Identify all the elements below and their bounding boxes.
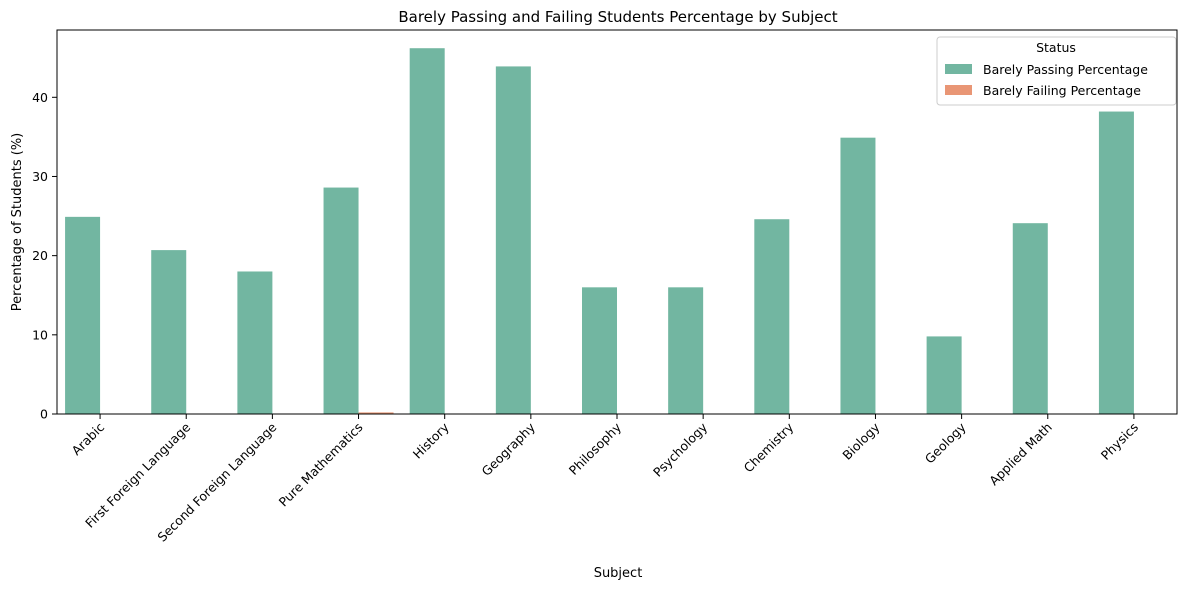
- legend-swatch-failing: [945, 85, 972, 95]
- y-tick-label-1: 10: [32, 327, 48, 342]
- legend-entry-failing: Barely Failing Percentage: [983, 83, 1141, 98]
- bar-passing-10: [926, 336, 962, 414]
- x-tick-label-3: Pure Mathematics: [276, 420, 366, 510]
- y-axis-label: Percentage of Students (%): [10, 133, 25, 312]
- bar-passing-11: [1012, 223, 1048, 414]
- legend-frame: [936, 36, 1177, 106]
- x-tick-label-8: Chemistry: [741, 419, 797, 475]
- y-tick-label-0: 0: [40, 407, 48, 422]
- x-tick-label-12: Physics: [1098, 420, 1141, 463]
- x-tick-label-11: Applied Math: [986, 420, 1055, 489]
- y-tick-label-3: 30: [32, 169, 48, 184]
- bar-passing-0: [65, 216, 101, 414]
- x-tick-label-5: Geography: [479, 419, 539, 479]
- legend-swatch-passing: [945, 64, 972, 74]
- bar-passing-2: [237, 271, 273, 414]
- bar-failing-3: [358, 412, 394, 414]
- chart-title: Barely Passing and Failing Students Perc…: [398, 8, 837, 26]
- legend-entry-passing: Barely Passing Percentage: [983, 62, 1148, 77]
- bar-passing-4: [409, 48, 445, 415]
- y-axis: 0 10 20 30 40: [32, 90, 57, 422]
- legend-title: Status: [1036, 40, 1076, 55]
- bar-passing-5: [495, 66, 531, 414]
- x-tick-label-0: Arabic: [69, 419, 108, 458]
- x-tick-label-9: Biology: [839, 419, 883, 463]
- bar-passing-7: [668, 287, 704, 414]
- x-axis-label: Subject: [594, 566, 643, 581]
- legend: Status Barely Passing Percentage Barely …: [936, 36, 1177, 106]
- bar-passing-3: [323, 187, 359, 414]
- x-tick-label-10: Geology: [922, 419, 969, 466]
- x-tick-label-4: History: [410, 419, 452, 461]
- x-tick-label-7: Psychology: [650, 419, 711, 480]
- y-tick-label-4: 40: [32, 90, 48, 105]
- bars-group: [65, 48, 1134, 415]
- bar-passing-6: [582, 287, 617, 414]
- bar-passing-12: [1098, 111, 1134, 415]
- bar-passing-8: [754, 219, 790, 414]
- bar-passing-1: [151, 250, 187, 414]
- x-tick-label-6: Philosophy: [566, 419, 625, 478]
- bar-passing-9: [840, 137, 876, 414]
- y-tick-label-2: 20: [32, 248, 48, 263]
